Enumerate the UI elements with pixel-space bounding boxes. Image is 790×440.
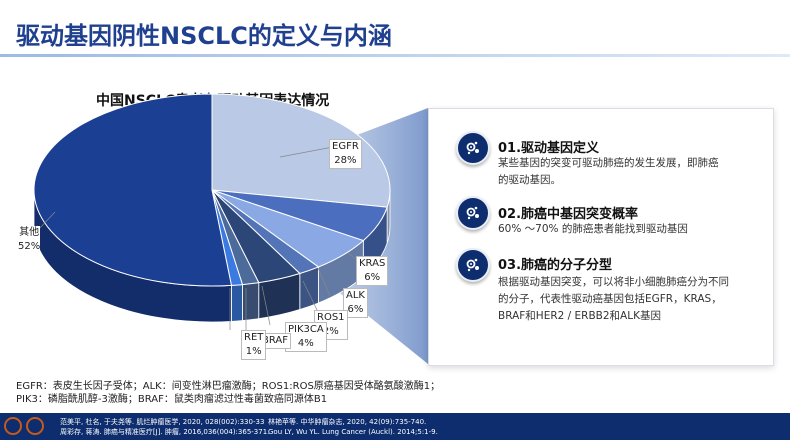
footer-reference-1: 范美平, 杜名, 于夫尧等. 肌烂肿瘤医学, 2020, 028(002):33… (60, 418, 270, 436)
pie-slice-egfr (211, 93, 391, 208)
ribbon-icon (4, 417, 22, 435)
label-other: 其他 52% (18, 226, 41, 254)
pie-side-ros1 (299, 266, 319, 311)
label-ret: RET 1% (241, 330, 267, 360)
pie-side-braf (242, 282, 260, 322)
item-text-probability: 60% ～70% 的肺癌患者能找到驱动基因 (498, 223, 688, 235)
footer-bar: 范美平, 杜名, 于夫尧等. 肌烂肿瘤医学, 2020, 028(002):33… (0, 413, 790, 440)
footer-logo (4, 417, 56, 437)
title-divider (0, 54, 790, 57)
footer-reference-2: 林艳苹等. 中华肿瘤杂志, 2020, 42(09):735-740. Gou … (268, 418, 438, 436)
item-title-probability: 02.肺癌中基因突变概率 (498, 207, 639, 222)
label-pik3ca: PIK3CA 4% (285, 322, 327, 352)
pie-slice-其他 (33, 93, 233, 287)
gear-cells-icon (456, 131, 490, 165)
label-egfr: EGFR 28% (329, 139, 362, 169)
abbreviation-footnote: EGFR：表皮生长因子受体；ALK：间变性淋巴瘤激酶；ROS1:ROS原癌基因受… (16, 381, 441, 405)
ribbon-icon (26, 417, 44, 435)
item-text-definition: 某些基因的突变可驱动肺癌的发生发展，即肺癌 的驱动基因。 (498, 157, 719, 186)
page-title: 驱动基因阴性NSCLC的定义与内涵 (16, 22, 392, 50)
item-title-classification: 03.肺癌的分子分型 (498, 258, 613, 273)
label-kras: KRAS 6% (356, 256, 389, 286)
pie-side-ret (231, 284, 243, 322)
item-text-classification: 根据驱动基因突变，可以将非小细胞肺癌分为不同 的分子，代表性驱动癌基因包括EGF… (498, 276, 729, 322)
pie-tops (33, 93, 391, 287)
gear-cells-icon (456, 248, 490, 282)
item-title-definition: 01.驱动基因定义 (498, 141, 600, 156)
gear-cells-icon (456, 196, 490, 230)
pie-leader-lines (37, 146, 361, 331)
label-alk: ALK 6% (343, 288, 368, 318)
